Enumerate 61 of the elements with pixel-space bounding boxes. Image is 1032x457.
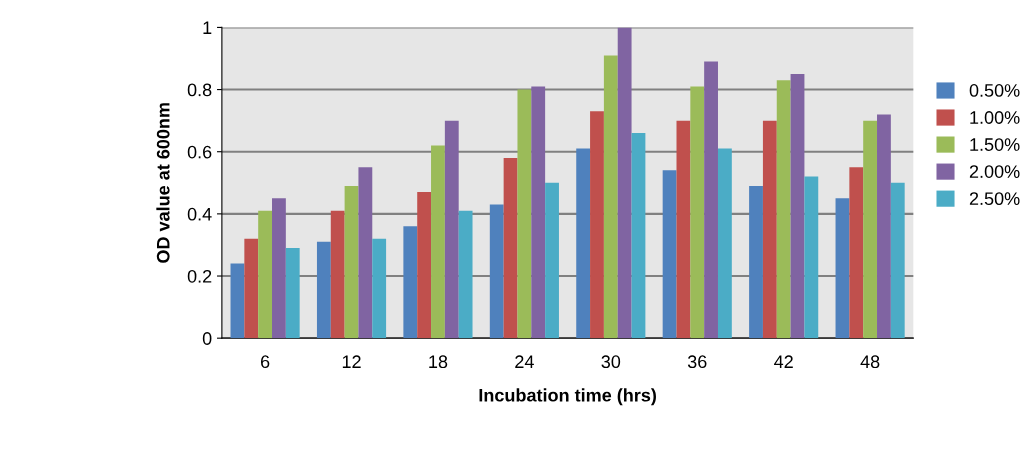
- bar: [272, 198, 286, 339]
- x-tick-label: 24: [515, 355, 534, 368]
- legend-label: 2.00%: [969, 165, 1020, 178]
- x-tick-label: 12: [342, 355, 361, 368]
- bar: [403, 226, 418, 339]
- bar: [676, 120, 691, 339]
- bar: [576, 148, 591, 339]
- bar: [517, 89, 532, 339]
- x-tick-label: 42: [774, 355, 793, 368]
- bar: [431, 145, 445, 339]
- bar: [877, 114, 891, 339]
- bar: [316, 241, 331, 339]
- x-tick-label: 30: [601, 355, 621, 369]
- x-tick-label: 18: [429, 355, 448, 369]
- bar: [503, 157, 518, 339]
- bar: [749, 185, 763, 339]
- bar: [863, 120, 878, 339]
- bar: [590, 111, 604, 339]
- bar: [690, 86, 705, 339]
- legend-label: 0.50%: [969, 84, 1020, 97]
- bar: [444, 120, 459, 339]
- bar: [458, 210, 473, 339]
- x-tick-label: 48: [860, 355, 880, 369]
- legend-label: 1.50%: [970, 138, 1020, 151]
- bar: [704, 61, 718, 339]
- legend-label: 2.50%: [969, 192, 1020, 206]
- bar: [890, 182, 905, 339]
- bar: [662, 170, 677, 339]
- bar: [344, 185, 359, 339]
- y-tick-label: 0.2: [187, 269, 212, 283]
- y-tick-label: 0.8: [187, 83, 212, 97]
- bar: [631, 133, 646, 339]
- y-tick-label: 0: [202, 332, 212, 345]
- bar: [835, 198, 850, 339]
- bar: [545, 182, 559, 339]
- bar: [417, 192, 432, 339]
- y-tick-label: 0.4: [187, 207, 212, 221]
- x-tick-label: 6: [260, 355, 270, 369]
- bar: [489, 204, 504, 339]
- bar: [776, 80, 791, 339]
- bar: [285, 248, 300, 339]
- x-tick-label: 36: [687, 355, 707, 369]
- bar: [258, 210, 273, 339]
- bar: [603, 55, 618, 339]
- bar: [531, 86, 546, 339]
- y-tick-label: 1: [203, 21, 212, 34]
- x-axis-title: Incubation time (hrs): [479, 388, 656, 406]
- bar: [804, 176, 819, 339]
- bar: [358, 167, 373, 339]
- y-axis-title: OD value at 600nm: [156, 103, 170, 263]
- legend-label: 1.00%: [970, 111, 1020, 124]
- bar: [617, 27, 632, 339]
- bar: [330, 210, 345, 339]
- bar: [849, 167, 864, 339]
- bar: [717, 148, 732, 339]
- bar: [762, 120, 777, 339]
- bar: [230, 263, 245, 339]
- bar: [790, 74, 805, 339]
- bar: [244, 238, 259, 339]
- y-tick-label: 0.6: [187, 145, 212, 159]
- bar: [372, 238, 387, 339]
